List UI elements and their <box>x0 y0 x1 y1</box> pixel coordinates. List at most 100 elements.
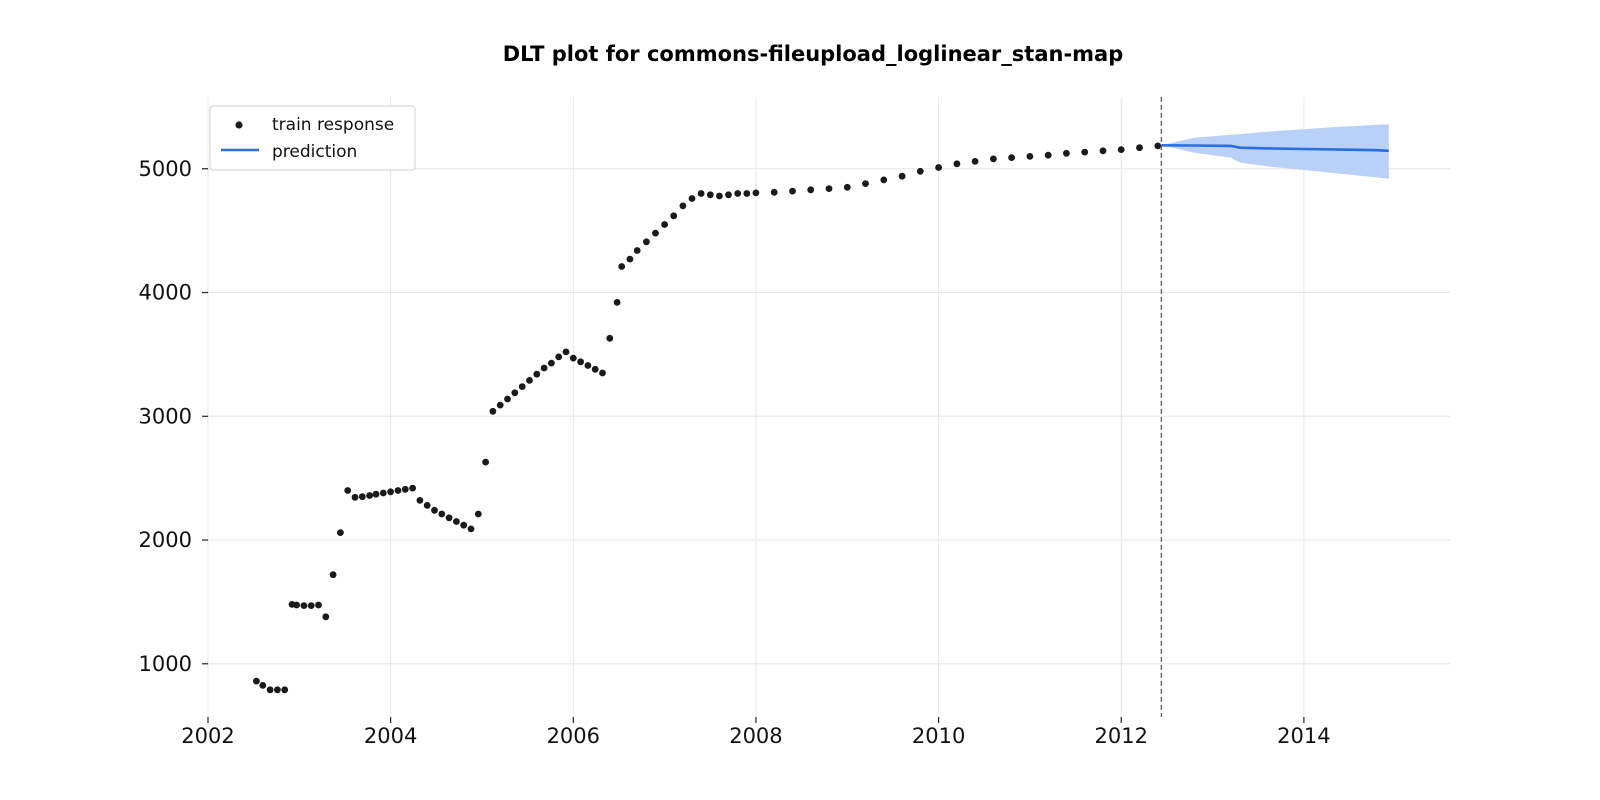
train-point <box>453 518 460 525</box>
train-point <box>467 525 475 533</box>
train-point <box>274 686 281 694</box>
train-point <box>387 488 394 496</box>
train-point <box>337 529 344 536</box>
legend-box <box>209 105 416 171</box>
train-point <box>416 497 424 504</box>
train-point <box>358 493 366 501</box>
train-point <box>540 364 548 372</box>
train-point <box>401 485 409 493</box>
train-point <box>562 348 570 356</box>
train-point <box>577 358 584 366</box>
train-point <box>394 487 402 494</box>
train-point <box>300 602 308 609</box>
train-point <box>725 191 732 199</box>
train-point <box>862 180 869 188</box>
train-point <box>569 354 577 362</box>
train-point <box>1099 147 1107 155</box>
y-tick-label: 1000 <box>139 652 192 676</box>
train-point <box>423 502 431 509</box>
train-point <box>344 487 352 494</box>
train-point <box>584 362 592 369</box>
train-point <box>916 167 924 175</box>
legend-marker-train <box>235 121 243 129</box>
prediction-line <box>1161 144 1389 153</box>
train-point <box>460 521 468 529</box>
train-point <box>1044 151 1052 159</box>
train-point <box>548 359 555 367</box>
train-point <box>1063 149 1070 157</box>
train-point <box>990 155 997 163</box>
train-point <box>496 401 504 409</box>
train-point <box>606 334 614 342</box>
train-point <box>652 229 659 237</box>
x-tick-label: 2004 <box>364 724 417 748</box>
y-tick-label: 4000 <box>139 281 192 305</box>
train-point <box>1008 154 1015 162</box>
train-point <box>259 682 267 689</box>
train-point <box>613 299 621 306</box>
train-point <box>489 407 497 415</box>
train-point <box>329 571 337 579</box>
prediction-interval <box>1161 124 1389 179</box>
train-point <box>789 187 796 195</box>
train-point <box>716 192 723 200</box>
train-point <box>661 221 668 228</box>
train-point <box>351 493 359 501</box>
x-tick-label: 2010 <box>912 724 965 748</box>
train-point <box>366 492 373 499</box>
train-point <box>293 601 300 609</box>
train-point <box>706 191 714 199</box>
train-point <box>643 238 650 246</box>
chart-title: DLT plot for commons-fileupload_loglinea… <box>503 42 1124 66</box>
x-tick-label: 2012 <box>1095 724 1148 748</box>
train-point <box>770 188 778 196</box>
train-point <box>1154 142 1162 150</box>
train-point <box>591 365 599 373</box>
train-point <box>626 255 634 263</box>
train-point <box>504 395 511 403</box>
y-tick-label: 3000 <box>139 404 192 428</box>
prediction-line-group <box>1161 144 1389 153</box>
train-point <box>372 490 380 498</box>
train-point <box>431 506 438 514</box>
train-point <box>752 189 760 197</box>
train-point <box>445 514 453 522</box>
train-point <box>953 160 961 168</box>
legend-label-train: train response <box>272 115 394 135</box>
train-point <box>511 389 519 397</box>
x-tick-label: 2014 <box>1277 724 1330 748</box>
train-point <box>670 212 678 220</box>
train-point <box>898 172 906 180</box>
train-point <box>482 458 489 466</box>
x-tick-label: 2002 <box>181 724 234 748</box>
prediction-band <box>1161 124 1389 179</box>
train-point <box>474 510 482 518</box>
x-tick-label: 2008 <box>729 724 782 748</box>
train-point <box>315 601 322 609</box>
y-tick-label: 5000 <box>139 157 192 181</box>
train-points <box>253 142 1162 694</box>
train-point <box>1136 144 1143 152</box>
y-tick-label: 2000 <box>139 528 192 552</box>
legend-label-prediction: prediction <box>272 142 357 162</box>
train-point <box>880 176 888 184</box>
train-point <box>679 202 687 210</box>
train-point <box>281 686 289 694</box>
train-point <box>266 686 274 694</box>
train-point <box>843 183 851 191</box>
train-point <box>599 369 606 377</box>
train-point <box>734 190 742 197</box>
train-point <box>379 489 387 497</box>
train-point <box>438 510 446 518</box>
train-point <box>807 186 815 194</box>
train-point <box>633 247 641 254</box>
train-point <box>618 263 626 270</box>
train-point <box>526 377 533 384</box>
train-point <box>971 158 979 165</box>
train-point <box>307 602 315 609</box>
train-point <box>697 190 705 197</box>
train-point <box>825 185 833 193</box>
train-point <box>409 484 416 492</box>
train-point <box>1081 148 1089 156</box>
